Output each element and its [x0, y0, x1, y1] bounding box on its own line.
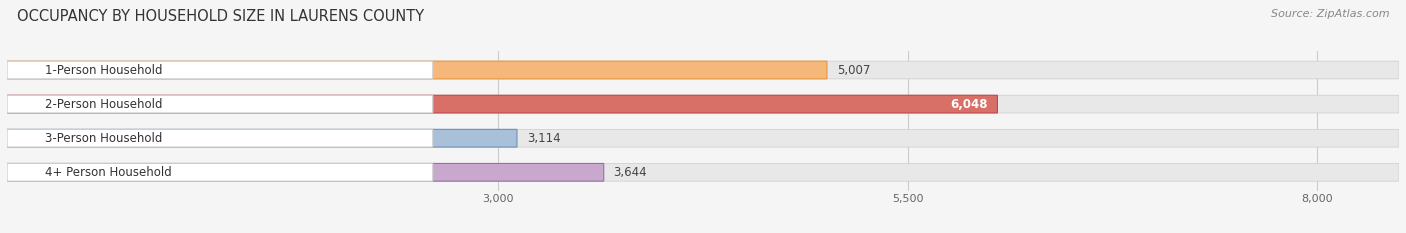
Text: 5,007: 5,007 [837, 64, 870, 76]
FancyBboxPatch shape [7, 129, 433, 147]
Text: 3,114: 3,114 [527, 132, 561, 145]
FancyBboxPatch shape [7, 95, 1399, 113]
Text: 6,048: 6,048 [950, 98, 987, 111]
Text: 4+ Person Household: 4+ Person Household [45, 166, 172, 179]
FancyBboxPatch shape [7, 129, 517, 147]
FancyBboxPatch shape [7, 95, 433, 113]
FancyBboxPatch shape [7, 95, 997, 113]
Text: Source: ZipAtlas.com: Source: ZipAtlas.com [1271, 9, 1389, 19]
Text: OCCUPANCY BY HOUSEHOLD SIZE IN LAURENS COUNTY: OCCUPANCY BY HOUSEHOLD SIZE IN LAURENS C… [17, 9, 425, 24]
FancyBboxPatch shape [7, 129, 1399, 147]
Text: 3-Person Household: 3-Person Household [45, 132, 162, 145]
FancyBboxPatch shape [7, 61, 433, 79]
FancyBboxPatch shape [7, 163, 1399, 181]
Text: 3,644: 3,644 [613, 166, 647, 179]
FancyBboxPatch shape [7, 163, 433, 181]
FancyBboxPatch shape [7, 61, 827, 79]
FancyBboxPatch shape [7, 61, 1399, 79]
Text: 2-Person Household: 2-Person Household [45, 98, 162, 111]
FancyBboxPatch shape [7, 163, 603, 181]
Text: 1-Person Household: 1-Person Household [45, 64, 162, 76]
